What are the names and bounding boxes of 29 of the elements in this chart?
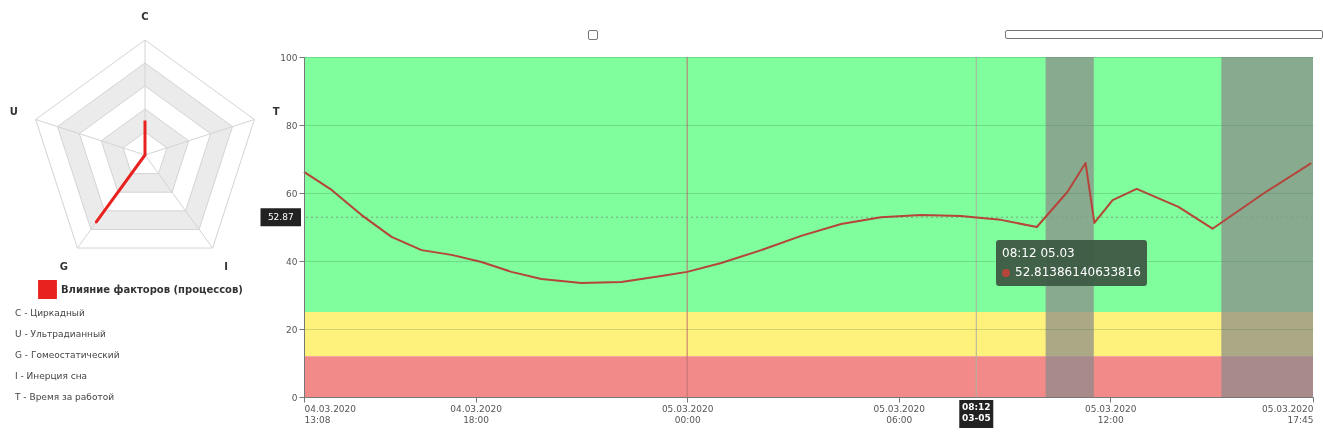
text: T - Время за работой: [14, 392, 115, 402]
text: G - Гомеостатический: [15, 350, 120, 360]
x-tick-label: 05.03.2020 12:00: [1084, 403, 1137, 425]
tooltip-box: 08:12 05.03 52.81386140633816: [996, 240, 1147, 286]
y-tick-label: 40: [286, 256, 298, 267]
x-tick-label: 05.03.2020 06:00: [873, 403, 926, 425]
legend-label: Влияние факторов (процессов): [61, 283, 243, 295]
spoke-label: I: [224, 260, 228, 272]
annotation: 52.81386140633816: [1015, 265, 1141, 279]
spoke-label: T: [272, 106, 280, 118]
text: I - Инерция сна: [15, 371, 88, 381]
annotation: 08:12 05.03: [1002, 246, 1075, 260]
y-tick-label: 20: [286, 324, 298, 335]
line-series: [303, 162, 1313, 285]
ref-line-label: 08:12 03-05: [961, 402, 991, 423]
y-tick-label: 100: [280, 52, 298, 63]
y-tick-label: 60: [286, 188, 298, 199]
y-tick-label: 80: [286, 120, 298, 131]
text: C - Циркадный: [15, 308, 85, 318]
y-tick-label: 0: [291, 392, 298, 403]
spoke-label: G: [59, 260, 68, 272]
x-tick-label: 04.03.2020 18:00: [450, 403, 503, 425]
text: U - Ультрадианный: [15, 329, 107, 339]
ref-line-label: 52.87: [267, 212, 294, 223]
x-tick-label: 05.03.2020 00:00: [661, 403, 714, 425]
x-tick-label: 05.03.2020 17:45: [1261, 403, 1314, 425]
x-tick-label: 04.03.2020 13:08: [304, 403, 357, 425]
spoke-label: C: [141, 11, 149, 22]
spoke-label: U: [9, 106, 18, 118]
